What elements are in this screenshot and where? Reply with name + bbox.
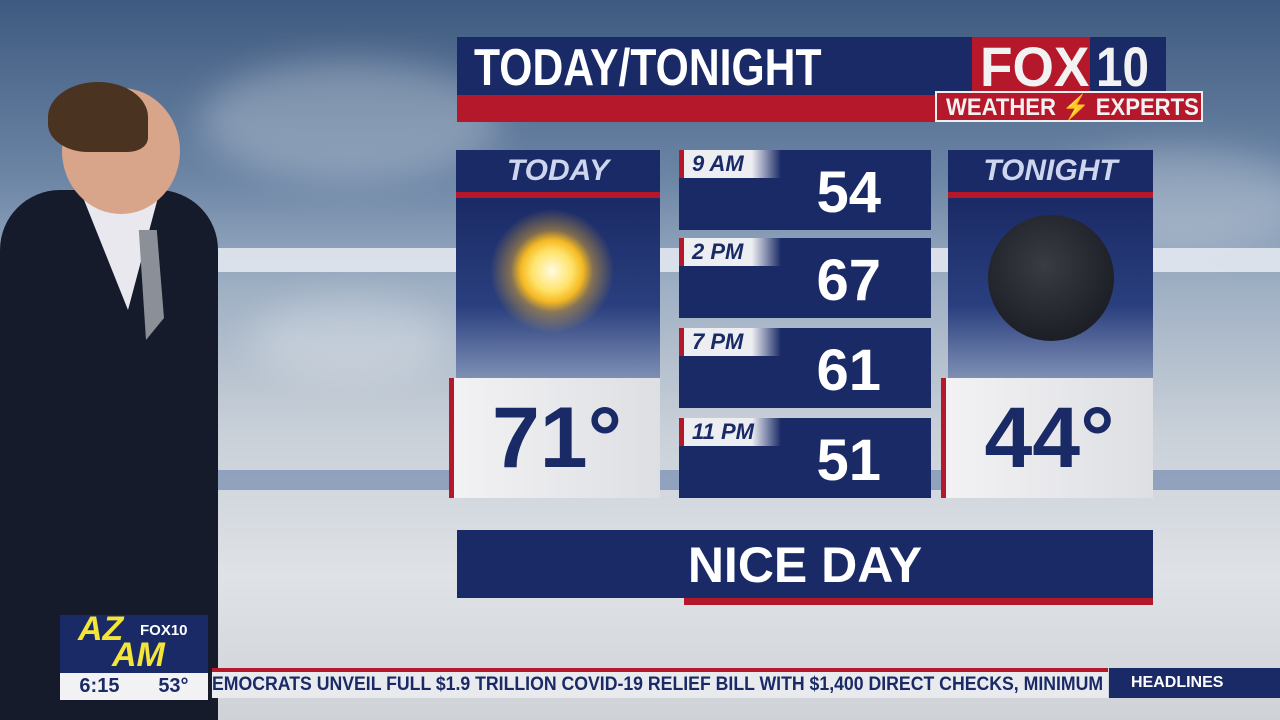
- page-title: TODAY/TONIGHT: [474, 39, 822, 97]
- tonight-label: TONIGHT: [948, 150, 1153, 192]
- hour-row: 7 PM 61: [679, 328, 931, 408]
- tonight-temp: 44°: [946, 378, 1153, 498]
- moon-icon: [988, 215, 1114, 341]
- lightning-icon: ⚡: [1062, 94, 1090, 121]
- hour-row: 11 PM 51: [679, 418, 931, 498]
- hour-row: 2 PM 67: [679, 238, 931, 318]
- hour-row: 9 AM 54: [679, 150, 931, 230]
- current-temp: 53°: [158, 675, 189, 697]
- today-temp: 71°: [454, 378, 660, 498]
- ticker-text: EMOCRATS UNVEIL FULL $1.9 TRILLION COVID…: [212, 674, 1104, 695]
- summary-text: NICE DAY: [687, 537, 923, 593]
- today-label: TODAY: [456, 150, 660, 192]
- headlines-label: HEADLINES: [1109, 668, 1280, 698]
- clock-time: 6:15: [79, 675, 120, 697]
- sun-icon: [486, 208, 618, 334]
